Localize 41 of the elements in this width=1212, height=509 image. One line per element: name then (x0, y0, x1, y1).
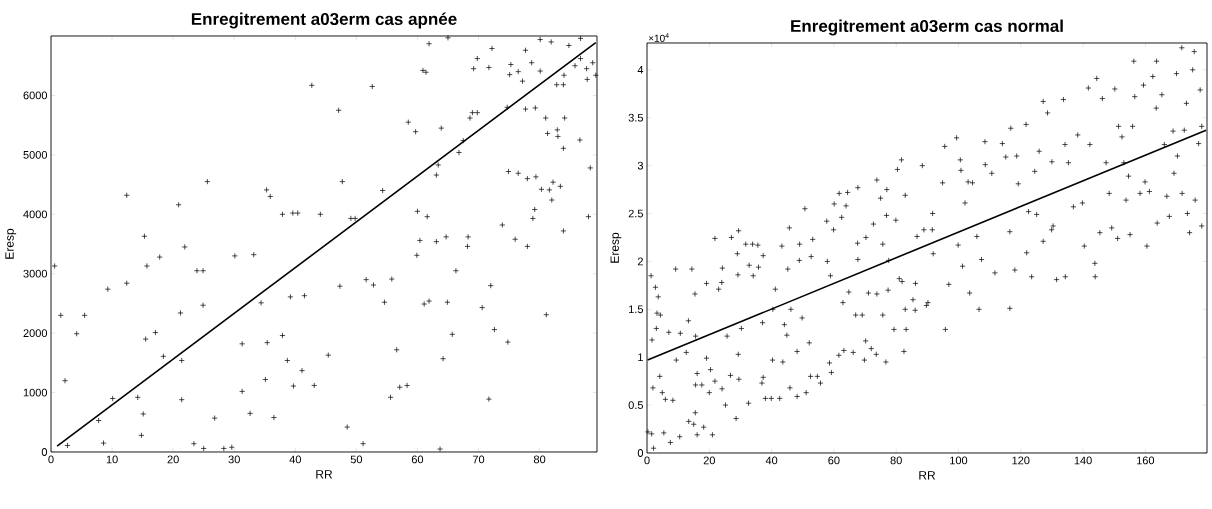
x-tick-label: 120 (1012, 456, 1030, 465)
y-tick-label: 0 (637, 449, 644, 457)
x-tick-label: 160 (1137, 456, 1155, 465)
y-tick-label: 3 (637, 161, 643, 170)
x-tick-label: 100 (950, 456, 968, 465)
chart-title: Enregitrement a03erm cas normal (791, 19, 1063, 36)
y-tick-label: 4 (637, 66, 644, 74)
y-tick-label: 0.5 (628, 401, 643, 409)
y-tick-label: 3.5 (628, 113, 643, 122)
x-tick-label: 20 (167, 455, 179, 464)
y-tick-label: 6000 (23, 91, 48, 100)
y-tick-label: 5000 (23, 150, 48, 159)
x-tick-label: 40 (765, 456, 778, 465)
y-tick-label: 1 (638, 353, 643, 361)
y-tick-label: 1.5 (629, 305, 643, 314)
x-tick-label: 10 (106, 455, 118, 464)
x-tick-label: 20 (703, 456, 715, 465)
x-tick-label: 70 (472, 455, 485, 464)
x-tick-label: 60 (828, 456, 840, 465)
text: ×10$^{4}$ (648, 33, 669, 42)
x-tick-label: 60 (411, 455, 424, 464)
x-tick-label: 30 (228, 455, 240, 464)
x-axis-title: RR (919, 471, 936, 480)
x-tick-label: 80 (890, 456, 902, 465)
x-tick-label: 0 (48, 455, 54, 464)
y-tick-label: 2.5 (628, 209, 643, 218)
y-tick-label: 3000 (23, 269, 48, 278)
x-axis-title: RR (316, 470, 333, 479)
x-tick-label: 50 (350, 455, 363, 464)
y-tick-label: 4000 (23, 210, 48, 219)
y-tick-label: 2 (637, 257, 643, 266)
chart-title: Enregitrement a03erm cas apnée (191, 12, 457, 29)
y-axis-title: Eresp (5, 228, 17, 259)
x-tick-label: 80 (533, 455, 546, 464)
x-tick-label: 0 (644, 456, 650, 465)
x-tick-label: 40 (289, 455, 301, 464)
y-axis-title: Eresp (610, 232, 622, 263)
y-tick-label: 2000 (23, 329, 48, 338)
y-tick-label: 1000 (23, 388, 48, 397)
x-tick-label: 140 (1074, 456, 1092, 465)
y-tick-label: 0 (41, 448, 48, 456)
